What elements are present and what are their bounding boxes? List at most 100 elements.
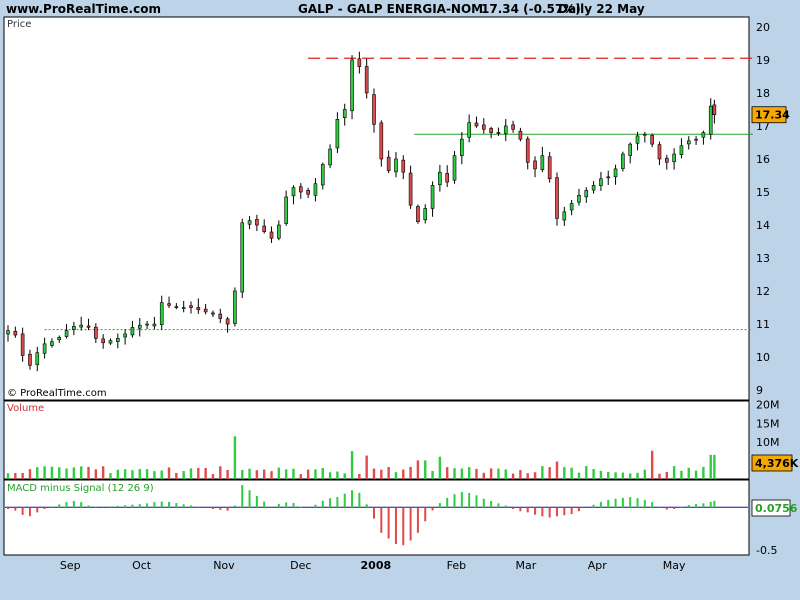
macd-bar	[102, 507, 105, 508]
volume-bar	[350, 451, 354, 479]
macd-bar	[504, 505, 507, 508]
volume-bar	[570, 467, 573, 479]
candle-body	[635, 135, 640, 144]
candle-body	[13, 330, 18, 336]
volume-bar	[109, 473, 112, 479]
volume-bar	[680, 470, 683, 479]
volume-bar	[460, 468, 464, 479]
candle-body	[606, 176, 611, 179]
candle-body	[57, 336, 62, 341]
volume-bar	[336, 471, 339, 479]
volume-bar	[197, 467, 200, 479]
candle-body	[372, 94, 376, 125]
volume-bar	[497, 468, 500, 479]
volume-bar	[160, 470, 163, 479]
volume-bar	[519, 470, 522, 479]
candle-body	[394, 158, 398, 173]
candle-body	[650, 135, 654, 145]
candle-body	[423, 208, 428, 221]
macd-bar	[36, 507, 39, 513]
volume-bar	[453, 468, 456, 479]
price-tick-label: 16	[756, 153, 770, 166]
candle-body	[540, 155, 545, 171]
macd-bar	[534, 507, 537, 515]
candle-body	[152, 323, 157, 327]
candle-body	[6, 330, 10, 335]
volume-bar	[563, 467, 566, 479]
volume-bar	[555, 461, 559, 479]
candle-body	[379, 122, 384, 160]
candle-body	[42, 343, 47, 354]
site-url[interactable]: www.ProRealTime.com	[6, 2, 161, 16]
macd-bar	[548, 507, 551, 518]
macd-bar	[329, 498, 332, 508]
candle-body	[591, 185, 596, 191]
price-tick-label: 18	[756, 87, 770, 100]
macd-bar	[599, 501, 602, 508]
candle-body	[364, 66, 369, 94]
volume-bar	[167, 467, 171, 479]
macd-bar	[585, 507, 588, 509]
macd-bar	[373, 507, 375, 519]
volume-bar	[36, 467, 39, 479]
volume-bar	[650, 450, 654, 479]
volume-bar	[665, 472, 668, 479]
macd-bar	[270, 507, 273, 508]
price-tick-label: 9	[756, 384, 763, 397]
macd-bar	[336, 497, 339, 508]
volume-bar	[270, 471, 273, 479]
volume-bar	[709, 454, 712, 479]
volume-bar	[548, 467, 551, 479]
volume-last-badge: 4,376K	[755, 457, 799, 470]
volume-tick-label: 10M	[756, 436, 780, 449]
volume-bar	[533, 472, 537, 479]
macd-bar	[556, 507, 558, 517]
price-last-badge-bg	[751, 106, 787, 124]
volume-bar	[306, 469, 310, 479]
candle-body	[569, 203, 574, 211]
volume-panel	[3, 400, 750, 480]
candle-body	[335, 119, 340, 149]
macd-bar	[153, 502, 156, 508]
macd-bar	[14, 507, 17, 511]
candle-body	[255, 219, 259, 226]
macd-bar	[292, 503, 295, 508]
macd-bar	[402, 507, 405, 546]
volume-bar	[409, 466, 412, 479]
volume-bar	[541, 466, 544, 479]
volume-bar	[101, 466, 105, 479]
volume-bar	[284, 469, 288, 479]
candle-body	[686, 140, 691, 145]
candle-body	[342, 109, 347, 118]
macd-bar	[351, 490, 354, 508]
price-tick-label: 20	[756, 21, 770, 34]
macd-last-badge-bg	[751, 499, 791, 517]
macd-bar	[241, 485, 244, 508]
volume-bar	[672, 466, 676, 479]
candle-body	[72, 325, 76, 330]
macd-bar	[607, 499, 610, 508]
macd-tick-label: -0.5	[756, 544, 777, 557]
volume-bar	[211, 474, 215, 479]
candle-body	[284, 196, 288, 224]
macd-bar	[570, 507, 573, 515]
macd-bar	[687, 505, 690, 508]
candle-body	[511, 124, 515, 130]
volume-bar	[21, 473, 24, 479]
price-tick-label: 13	[756, 252, 770, 265]
candle-body	[123, 333, 127, 338]
candle-body	[159, 302, 164, 326]
macd-bar	[7, 507, 9, 509]
candle-body	[298, 186, 303, 193]
candle-body	[64, 330, 69, 337]
volume-bar	[365, 455, 368, 479]
volume-bar	[87, 466, 90, 479]
macd-bar	[482, 498, 485, 508]
volume-bar	[482, 472, 485, 479]
period-label: Daily 22 May	[558, 2, 645, 16]
volume-bar	[80, 466, 83, 479]
macd-bar	[665, 507, 668, 510]
macd-bar	[475, 495, 478, 508]
volume-bar	[358, 473, 361, 479]
candle-body	[562, 211, 567, 221]
